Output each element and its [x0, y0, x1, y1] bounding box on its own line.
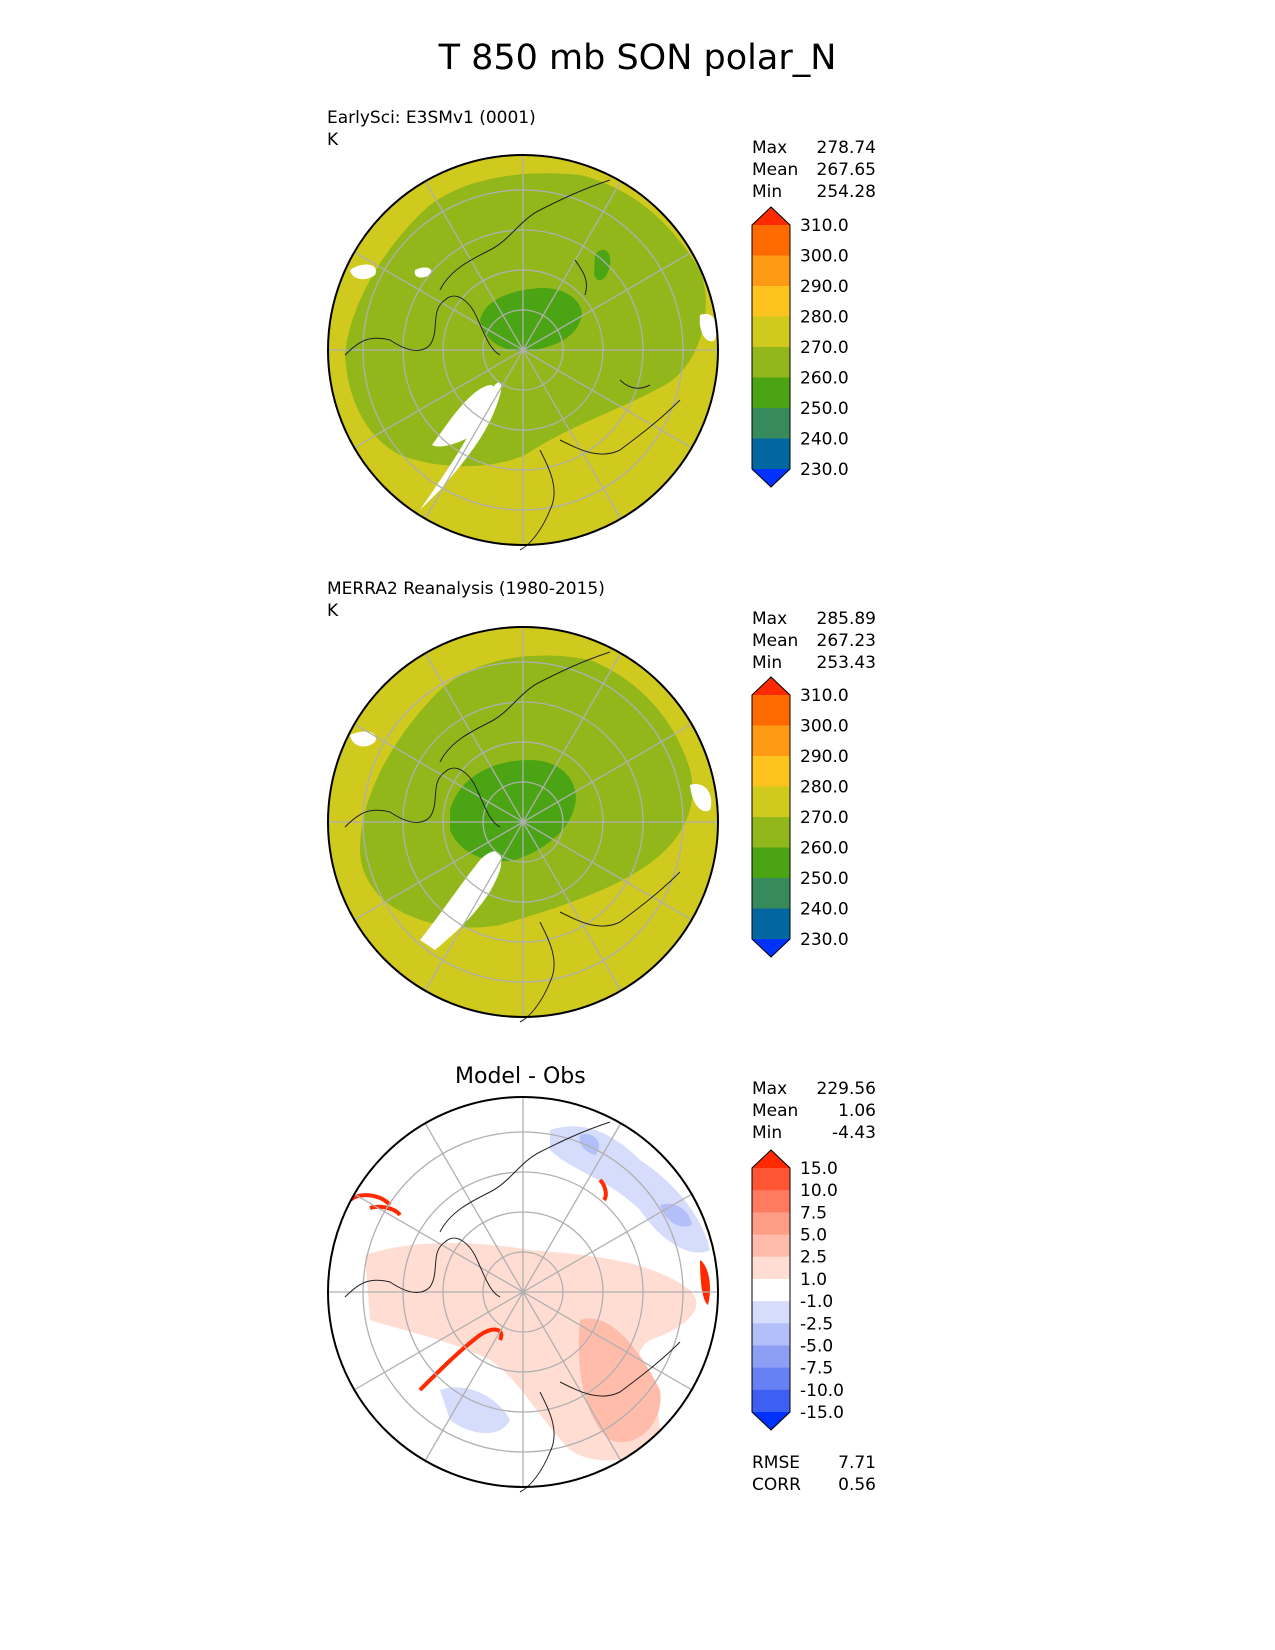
colorbar-abs-tick-label: 250.0 — [800, 869, 849, 889]
graticule — [328, 627, 718, 1017]
colorbar-diff-segment — [752, 1212, 790, 1236]
colorbar-diff-segment — [752, 1256, 790, 1280]
colorbar-abs-segment — [752, 286, 790, 317]
colorbar-diff-tick-label: 15.0 — [800, 1159, 838, 1179]
panel2-title: MERRA2 Reanalysis (1980-2015) — [327, 579, 605, 599]
colorbar-diff-tick-label: -15.0 — [800, 1403, 844, 1423]
colorbar-abs-segment — [752, 847, 790, 879]
panel3-stats: Max 229.56 Mean 1.06 Min -4.43 — [752, 1079, 876, 1143]
colorbar-abs-segment — [752, 908, 790, 940]
colorbar-abs-outline — [751, 676, 791, 958]
colorbar-diff-tick-label: -7.5 — [800, 1359, 833, 1379]
colorbar-abs-segment — [752, 377, 790, 409]
map-boundary — [327, 1096, 719, 1488]
colorbar-diff-segment — [752, 1301, 790, 1324]
panel1-stats: Max 278.74 Mean 267.65 Min 254.28 — [752, 138, 876, 202]
colorbar-abs-tick-label: 250.0 — [800, 399, 849, 419]
colorbar-abs-segment — [752, 786, 790, 818]
colorbar-abs-extend-min — [752, 939, 790, 957]
colorbar-abs-extend-max — [752, 677, 790, 695]
colorbar-abs-tick-label: 270.0 — [800, 808, 849, 828]
colorbar-abs-tick-label: 300.0 — [800, 247, 849, 267]
colorbar-diff-tick-label: -2.5 — [800, 1314, 833, 1334]
colorbar-abs-segment — [752, 438, 790, 470]
colorbar-abs-segment — [752, 695, 790, 726]
panel1-units: K — [327, 130, 339, 150]
map-boundary — [327, 154, 719, 546]
colorbar-diff-extend-max — [752, 1150, 790, 1168]
panel1-title: EarlySci: E3SMv1 (0001) — [327, 108, 536, 128]
coastlines — [344, 651, 681, 1023]
main-title: T 850 mb SON polar_N — [438, 38, 837, 78]
panel3-title: Model - Obs — [455, 1064, 586, 1089]
colorbar-abs-tick-label: 310.0 — [800, 216, 849, 236]
colorbar-diff-segment — [752, 1345, 790, 1369]
coastlines — [344, 1121, 681, 1493]
colorbar-diff-segment — [752, 1389, 790, 1413]
map-boundary — [327, 626, 719, 1018]
colorbar-abs-segment — [752, 817, 790, 848]
panel3-colorbar: 15.010.07.5 5.02.51.0-1.0-2.5-5.0 -7.5-10.… — [751, 1149, 844, 1431]
colorbar-diff-segment — [752, 1367, 790, 1391]
colorbar-diff-extend-min — [752, 1412, 790, 1430]
panel1-map — [327, 154, 719, 551]
colorbar-abs-segment — [752, 725, 790, 757]
field-neg — [440, 1387, 510, 1434]
colorbar-abs-tick-label: 260.0 — [800, 839, 849, 859]
colorbar-abs-tick-label: 290.0 — [800, 277, 849, 297]
colorbar-diff-tick-label: 1.0 — [800, 1270, 827, 1290]
colorbar-abs-tick-label: 280.0 — [800, 778, 849, 798]
panel1-colorbar: 310.0 300.0 290.0 280.0 270.0 260.0 250.0 240.0… — [751, 206, 849, 488]
panel3-metrics: RMSE 7.71 CORR 0.56 — [752, 1453, 876, 1495]
colorbar-abs-tick-label: 290.0 — [800, 747, 849, 767]
panel2-units: K — [327, 601, 339, 621]
greenland-mask — [420, 851, 502, 950]
colorbar-abs-tick-label: 280.0 — [800, 308, 849, 328]
colorbar-diff-tick-label: -5.0 — [800, 1336, 833, 1356]
colorbar-diff-tick-label: -1.0 — [800, 1292, 833, 1312]
colorbar-abs-tick-label: 310.0 — [800, 686, 849, 706]
colorbar-abs-tick-label: 300.0 — [800, 717, 849, 737]
panel2-map — [327, 626, 719, 1023]
panel2-stats: Max 285.89 Mean 267.23 Min 253.43 — [752, 609, 876, 673]
field-250-260 — [480, 287, 582, 352]
colorbar-diff-tick-label: 5.0 — [800, 1226, 827, 1246]
colorbar-abs-segment — [752, 408, 790, 439]
colorbar-abs-tick-label: 270.0 — [800, 338, 849, 358]
colorbar-abs-extend-max — [752, 207, 790, 225]
colorbar-abs-tick-label: 240.0 — [800, 430, 849, 450]
colorbar-diff-segment — [752, 1323, 790, 1346]
colorbar-abs-segment — [752, 255, 790, 287]
colorbar-abs-tick-label: 260.0 — [800, 369, 849, 389]
colorbar-abs-segment — [752, 347, 790, 378]
colorbar-abs-segment — [752, 316, 790, 348]
colorbar-abs-tick-label: 240.0 — [800, 900, 849, 920]
colorbar-abs-segment — [752, 878, 790, 909]
colorbar-abs-extend-min — [752, 469, 790, 487]
colorbar-diff-segment — [752, 1278, 790, 1302]
colorbar-diff-tick-label: 2.5 — [800, 1248, 827, 1268]
colorbar-diff-segment — [752, 1234, 790, 1258]
colorbar-abs-outline — [751, 206, 791, 488]
colorbar-diff-tick-label: -10.0 — [800, 1381, 844, 1401]
colorbar-diff-segment — [752, 1190, 790, 1213]
field-2.5-5 — [578, 1318, 661, 1442]
colorbar-diff-tick-label: 10.0 — [800, 1181, 838, 1201]
graticule — [328, 1097, 718, 1487]
colorbar-abs-tick-label: 230.0 — [800, 460, 849, 480]
panel3-map — [327, 1096, 719, 1493]
colorbar-diff-tick-label: 7.5 — [800, 1203, 827, 1223]
colorbar-abs-tick-label: 230.0 — [800, 930, 849, 950]
colorbar-abs-segment — [752, 225, 790, 256]
panel2-colorbar: 310.0 300.0 290.0 280.0 270.0 260.0 250.0 240.0… — [751, 676, 849, 958]
colorbar-diff-outline — [751, 1149, 791, 1431]
coastlines — [344, 179, 681, 551]
colorbar-abs-segment — [752, 756, 790, 787]
graticule — [328, 155, 718, 545]
colorbar-diff-segment — [752, 1168, 790, 1191]
